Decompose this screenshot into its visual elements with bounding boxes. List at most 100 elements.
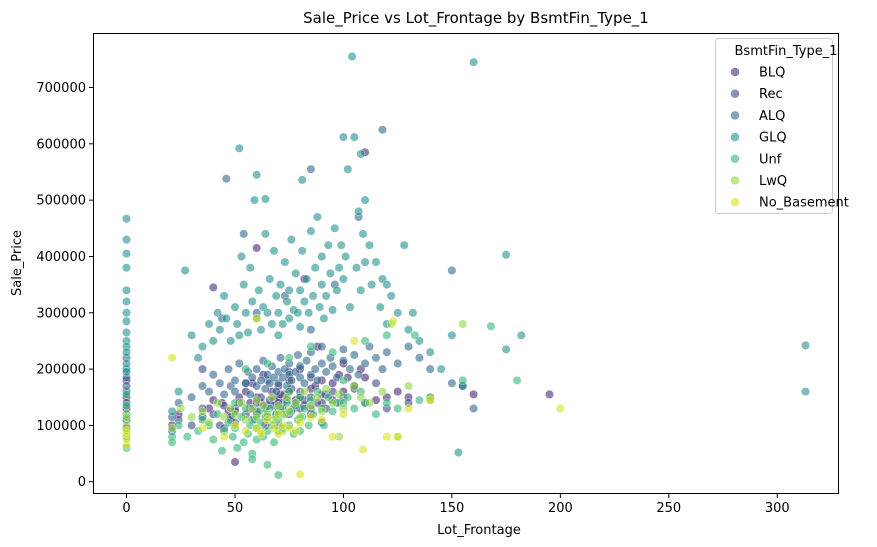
y-tick-label: 700000 [36,81,86,96]
data-point-unf [512,375,522,385]
data-point-glq [425,347,435,357]
data-point-glq [302,274,312,284]
y-tick-label: 200000 [36,363,86,378]
data-point-glq [273,330,283,340]
data-point-unf [410,330,420,340]
data-point-glq [193,353,203,363]
legend-marker [730,110,740,121]
data-point-alq [224,364,233,374]
x-tick-label: 100 [331,501,356,516]
data-point-unf [122,401,131,411]
legend-marker [730,88,740,99]
x-tick-label: 150 [439,501,464,516]
data-point-alq [328,361,338,371]
data-point-unf [360,336,370,346]
data-point-glq [371,257,381,267]
data-point-glq [436,364,446,374]
data-point-lwq [317,406,327,416]
data-point-alq [204,387,214,397]
data-point-alq [317,359,327,368]
data-point-unf [349,404,359,413]
data-point-glq [295,285,305,295]
data-point-lwq [404,381,413,391]
legend-label: Rec [759,87,783,102]
data-point-alq [293,350,303,360]
data-point-no-basement [393,432,403,442]
legend-label: Unf [759,152,782,167]
data-point-alq [221,174,231,184]
data-point-glq [243,328,253,337]
data-point-glq [241,308,251,318]
data-point-lwq [247,404,257,413]
data-point-lwq [122,412,131,422]
chart-title: Sale_Price vs Lot_Frontage by BsmtFin_Ty… [303,9,649,28]
legend-box [715,38,833,214]
y-tick-label: 400000 [36,250,86,265]
data-point-blq [469,389,479,399]
data-point-glq [325,268,335,278]
data-point-alq [241,378,251,388]
data-point-lwq [237,398,246,408]
data-point-alq [230,387,240,397]
data-point-glq [284,313,294,323]
data-point-unf [273,470,283,480]
data-point-glq [260,194,270,204]
data-point-glq [299,297,309,306]
data-point-alq [382,347,392,357]
data-point-glq [356,285,366,295]
data-point-unf [304,420,314,430]
legend-label: No_Basement [759,196,849,211]
data-point-blq [230,457,240,467]
data-point-lwq [312,392,322,402]
data-point-lwq [328,398,338,408]
data-point-no-basement [358,445,368,455]
data-point-glq [338,132,348,142]
x-tick-label: 300 [765,501,790,516]
data-point-no-basement [328,432,338,442]
data-point-alq [256,375,266,385]
data-point-unf [263,359,272,368]
data-point-unf [458,375,468,385]
data-point-glq [282,297,292,306]
data-point-no-basement [273,409,283,419]
y-axis-title: Sale_Price [10,230,25,296]
data-point-lwq [267,392,277,402]
data-point-lwq [334,389,344,399]
data-point-unf [486,321,496,331]
data-point-glq [122,249,131,259]
data-point-lwq [219,412,229,422]
legend-marker [730,197,740,207]
data-point-glq [334,263,344,273]
data-point-alq [302,356,312,366]
data-point-no-basement [219,432,229,442]
data-point-glq [321,291,331,301]
data-point-glq [180,266,190,275]
data-point-glq [284,285,294,295]
y-tick-label: 0 [78,475,86,490]
data-point-alq [122,381,131,391]
data-point-alq [247,373,257,382]
data-point-alq [371,353,381,363]
data-point-glq [234,143,244,153]
data-point-alq [349,350,359,360]
data-point-glq [341,252,351,261]
y-tick-label: 100000 [36,419,86,434]
data-point-lwq [241,415,251,425]
data-point-glq [332,285,342,295]
data-point-unf [239,437,249,447]
data-point-no-basement [338,409,348,419]
data-point-glq [453,448,463,457]
data-point-glq [265,274,275,284]
data-point-glq [317,252,327,261]
data-point-glq [237,252,246,261]
data-point-lwq [291,398,301,408]
data-point-lwq [252,395,262,405]
data-point-lwq [167,423,177,433]
data-point-unf [284,353,294,363]
data-point-alq [230,375,240,385]
data-point-no-basement [306,412,316,422]
data-point-glq [122,316,131,326]
data-point-lwq [321,384,331,394]
data-point-unf [328,406,338,416]
data-point-alq [219,389,229,399]
